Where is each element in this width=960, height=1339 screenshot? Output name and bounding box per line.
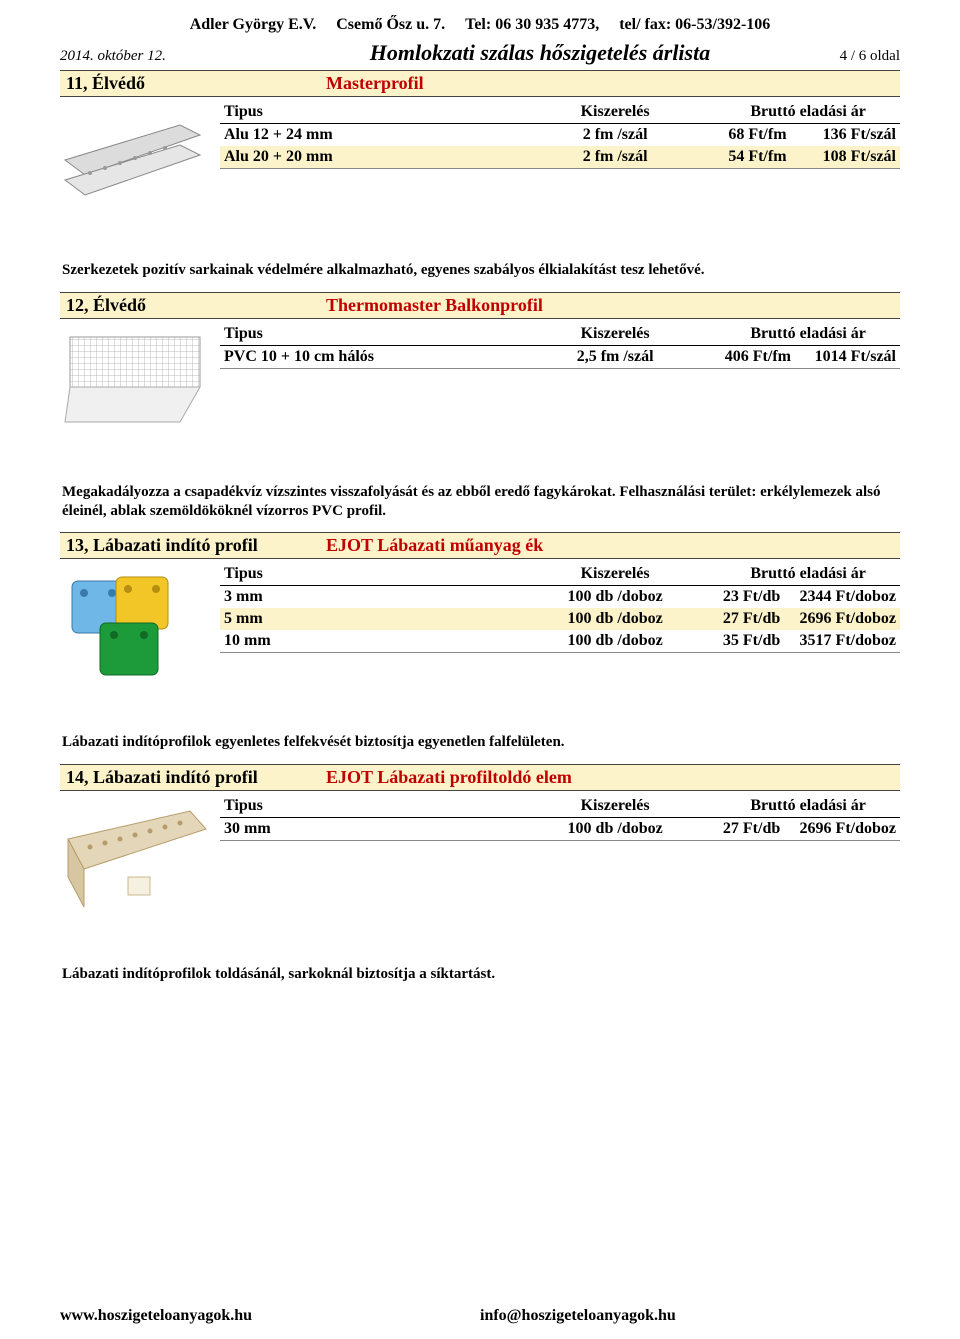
table-cell: 100 db /doboz xyxy=(514,608,716,630)
section-title: Masterprofil xyxy=(326,73,894,94)
header-line: Adler György E.V. Csemő Ősz u. 7. Tel: 0… xyxy=(60,10,900,38)
table-cell: 5 mm xyxy=(220,608,514,630)
section-number: 14, Lábazati indító profil xyxy=(66,767,326,788)
table-cell: PVC 10 + 10 cm hálós xyxy=(220,345,514,368)
price-table: TipusKiszerelésBruttó eladási ár3 mm100 … xyxy=(220,563,900,653)
col-price: Bruttó eladási ár xyxy=(716,563,900,586)
table-cell: 406 Ft/fm xyxy=(716,345,799,368)
table-row: PVC 10 + 10 cm hálós2,5 fm /szál406 Ft/f… xyxy=(220,345,900,368)
col-pack: Kiszerelés xyxy=(514,563,716,586)
table-cell: 2344 Ft/doboz xyxy=(787,586,900,609)
price-table: TipusKiszerelésBruttó eladási árAlu 12 +… xyxy=(220,101,900,169)
section-header: 14, Lábazati indító profilEJOT Lábazati … xyxy=(60,764,900,791)
section-body: TipusKiszerelésBruttó eladási árAlu 12 +… xyxy=(60,101,900,219)
table-cell: 68 Ft/fm xyxy=(716,124,798,147)
table-cell: 108 Ft/szál xyxy=(799,146,900,169)
col-price: Bruttó eladási ár xyxy=(716,323,900,346)
page: Adler György E.V. Csemő Ősz u. 7. Tel: 0… xyxy=(0,0,960,1339)
price-table-wrap: TipusKiszerelésBruttó eladási ár30 mm100… xyxy=(220,795,900,923)
table-cell: 1014 Ft/szál xyxy=(800,345,900,368)
table-row: 30 mm100 db /doboz27 Ft/db2696 Ft/doboz xyxy=(220,818,900,841)
section-header: 12, ÉlvédőThermomaster Balkonprofil xyxy=(60,292,900,319)
section-description: Szerkezetek pozitív sarkainak védelmére … xyxy=(60,219,900,288)
col-pack: Kiszerelés xyxy=(514,101,716,124)
shims-icon xyxy=(60,563,220,691)
price-table-wrap: TipusKiszerelésBruttó eladási ár3 mm100 … xyxy=(220,563,900,691)
table-cell: 23 Ft/db xyxy=(716,586,787,609)
section-header: 11, ÉlvédőMasterprofil xyxy=(60,70,900,97)
section-title: EJOT Lábazati műanyag ék xyxy=(326,535,894,556)
table-cell: 10 mm xyxy=(220,630,514,653)
section-title: EJOT Lábazati profiltoldó elem xyxy=(326,767,894,788)
col-type: Tipus xyxy=(220,323,514,346)
footer-email: info@hoszigeteloanyagok.hu xyxy=(480,1307,900,1325)
table-row: Alu 20 + 20 mm2 fm /szál54 Ft/fm108 Ft/s… xyxy=(220,146,900,169)
table-cell: 30 mm xyxy=(220,818,514,841)
col-type: Tipus xyxy=(220,563,514,586)
footer: www.hoszigeteloanyagok.hu info@hoszigete… xyxy=(60,1307,900,1325)
section-description: Megakadályozza a csapadékvíz vízszintes … xyxy=(60,441,900,529)
price-table-wrap: TipusKiszerelésBruttó eladási árAlu 12 +… xyxy=(220,101,900,219)
section-number: 12, Élvédő xyxy=(66,295,326,316)
company-address: Csemő Ősz u. 7. xyxy=(336,16,445,34)
pvc-mesh-icon xyxy=(60,323,220,441)
price-table-wrap: TipusKiszerelésBruttó eladási árPVC 10 +… xyxy=(220,323,900,441)
col-type: Tipus xyxy=(220,101,514,124)
table-cell: Alu 12 + 24 mm xyxy=(220,124,514,147)
table-cell: 27 Ft/db xyxy=(716,818,787,841)
table-cell: 2,5 fm /szál xyxy=(514,345,716,368)
table-row: Alu 12 + 24 mm2 fm /szál68 Ft/fm136 Ft/s… xyxy=(220,124,900,147)
sub-header: 2014. október 12. Homlokzati szálas hősz… xyxy=(60,38,900,66)
table-row: 3 mm100 db /doboz23 Ft/db2344 Ft/doboz xyxy=(220,586,900,609)
table-cell: Alu 20 + 20 mm xyxy=(220,146,514,169)
connector-icon xyxy=(60,795,220,923)
table-cell: 2 fm /szál xyxy=(514,146,716,169)
table-cell: 136 Ft/szál xyxy=(799,124,900,147)
table-row: 5 mm100 db /doboz27 Ft/db2696 Ft/doboz xyxy=(220,608,900,630)
section-description: Lábazati indítóprofilok egyenletes felfe… xyxy=(60,691,900,760)
table-cell: 3517 Ft/doboz xyxy=(787,630,900,653)
col-type: Tipus xyxy=(220,795,514,818)
table-cell: 100 db /doboz xyxy=(514,630,716,653)
section-body: TipusKiszerelésBruttó eladási árPVC 10 +… xyxy=(60,323,900,441)
section-number: 13, Lábazati indító profil xyxy=(66,535,326,556)
section-header: 13, Lábazati indító profilEJOT Lábazati … xyxy=(60,532,900,559)
company-name: Adler György E.V. xyxy=(190,16,317,34)
table-cell: 100 db /doboz xyxy=(514,586,716,609)
table-cell: 2 fm /szál xyxy=(514,124,716,147)
company-fax: tel/ fax: 06-53/392-106 xyxy=(619,16,770,34)
col-pack: Kiszerelés xyxy=(514,795,716,818)
table-cell: 54 Ft/fm xyxy=(716,146,798,169)
price-table: TipusKiszerelésBruttó eladási ár30 mm100… xyxy=(220,795,900,841)
section-title: Thermomaster Balkonprofil xyxy=(326,295,894,316)
table-cell: 3 mm xyxy=(220,586,514,609)
section-body: TipusKiszerelésBruttó eladási ár3 mm100 … xyxy=(60,563,900,691)
price-table: TipusKiszerelésBruttó eladási árPVC 10 +… xyxy=(220,323,900,369)
document-title: Homlokzati szálas hőszigetelés árlista xyxy=(300,40,780,66)
table-cell: 27 Ft/db xyxy=(716,608,787,630)
section-number: 11, Élvédő xyxy=(66,73,326,94)
document-date: 2014. október 12. xyxy=(60,48,300,65)
table-row: 10 mm100 db /doboz35 Ft/db3517 Ft/doboz xyxy=(220,630,900,653)
section-body: TipusKiszerelésBruttó eladási ár30 mm100… xyxy=(60,795,900,923)
table-cell: 2696 Ft/doboz xyxy=(787,608,900,630)
table-cell: 100 db /doboz xyxy=(514,818,716,841)
table-cell: 2696 Ft/doboz xyxy=(787,818,900,841)
col-price: Bruttó eladási ár xyxy=(716,795,900,818)
alu-profile-icon xyxy=(60,101,220,219)
section-description: Lábazati indítóprofilok toldásánál, sark… xyxy=(60,923,900,992)
footer-web: www.hoszigeteloanyagok.hu xyxy=(60,1307,480,1325)
col-pack: Kiszerelés xyxy=(514,323,716,346)
table-cell: 35 Ft/db xyxy=(716,630,787,653)
company-phone: Tel: 06 30 935 4773, xyxy=(465,16,599,34)
col-price: Bruttó eladási ár xyxy=(716,101,900,124)
page-number: 4 / 6 oldal xyxy=(780,48,900,65)
